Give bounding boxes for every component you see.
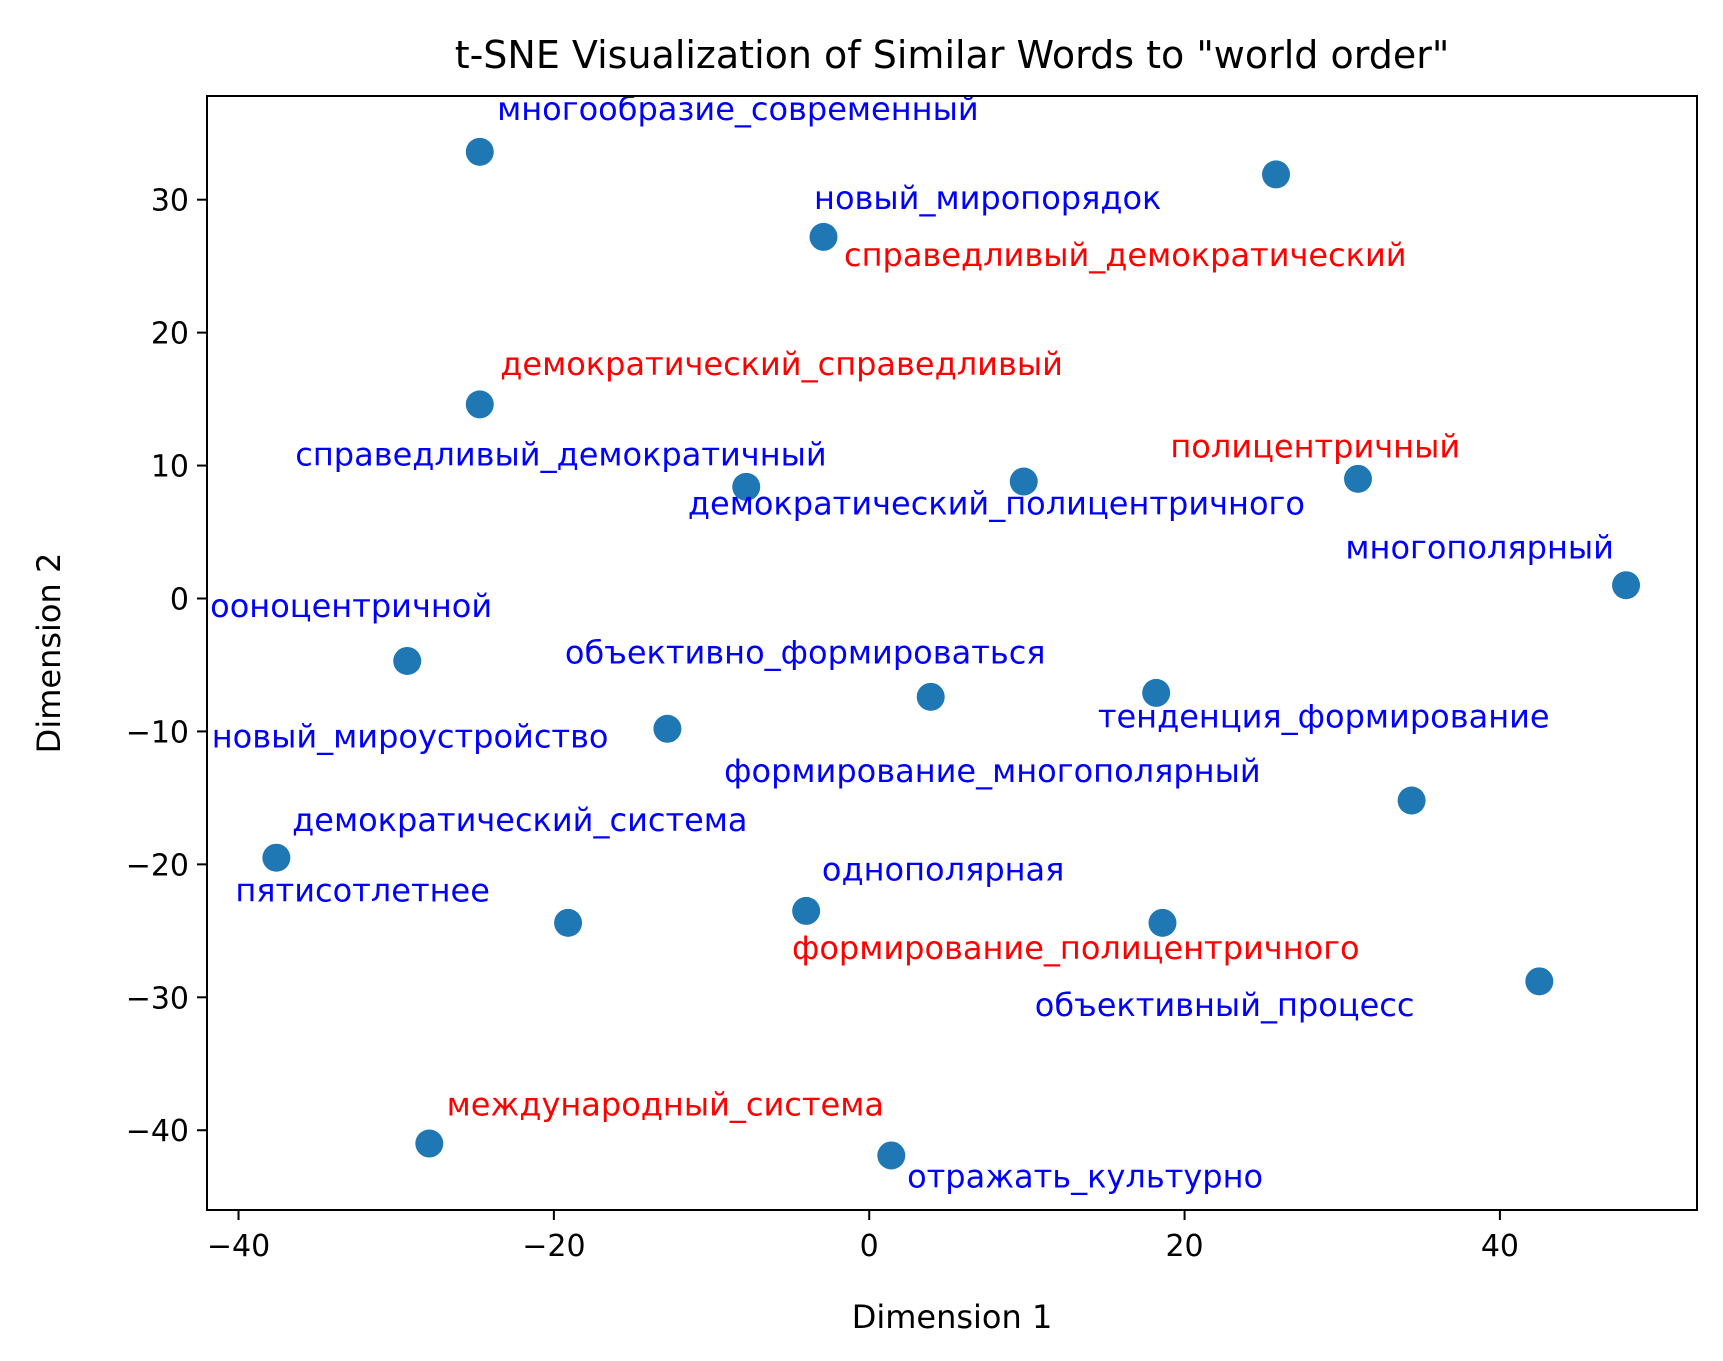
point-label: справедливый_демократический [844,236,1407,274]
x-tick-label: 40 [1481,1229,1519,1264]
point-label: международный_система [447,1086,884,1124]
chart-title: t-SNE Visualization of Similar Words to … [455,33,1450,77]
y-tick-label: 10 [151,450,189,485]
data-point [393,646,422,675]
point-label: формирование_многополярный [724,752,1260,790]
point-label: новый_мироустройство [212,717,609,755]
data-point [809,222,838,251]
plot-frame [206,95,1698,1211]
y-tick-label: −30 [126,981,189,1016]
y-tick-label: 30 [151,184,189,219]
data-point [1142,678,1171,707]
data-point [732,472,761,501]
point-label: ооноцентричной [210,587,492,625]
labels-layer: многообразие_современныйновый_миропорядо… [210,90,1614,1195]
point-label: формирование_полицентричного [792,929,1360,967]
point-label: демократический_полицентричного [688,485,1305,523]
x-axis-label: Dimension 1 [852,1298,1053,1336]
data-point [792,896,821,925]
data-point [1262,160,1291,189]
data-point [465,137,494,166]
point-label: объективно_формироваться [565,634,1046,672]
data-point [1612,571,1641,600]
data-point [653,714,682,743]
points-layer [262,137,1641,1170]
point-label: объективный_процесс [1035,986,1415,1024]
x-tick-label: −20 [522,1229,585,1264]
data-point [877,1141,906,1170]
data-point [415,1129,444,1158]
data-point [1525,967,1554,996]
data-point [554,908,583,937]
point-label: демократический_справедливый [500,345,1063,383]
ticks-layer: −40 −20 0 20 40 30 20 10 0 −10 −20 −30 −40 [126,184,1519,1264]
point-label: полицентричный [1170,428,1460,466]
point-label: однополярная [822,850,1065,888]
y-tick-label: −10 [126,715,189,750]
point-label: демократический_система [292,801,747,839]
y-axis-label: Dimension 2 [30,553,68,754]
y-tick-label: 20 [151,317,189,352]
point-label: отражать_культурно [907,1157,1263,1195]
x-tick-label: −40 [207,1229,270,1264]
data-point [465,390,494,419]
point-label: справедливый_демократичный [295,436,826,474]
data-point [262,843,291,872]
point-label: новый_миропорядок [814,179,1161,217]
y-tick-label: −40 [126,1114,189,1149]
data-point [1009,467,1038,496]
data-point [916,682,945,711]
x-tick-label: 0 [860,1229,879,1264]
data-point [1148,908,1177,937]
point-label: многополярный [1345,529,1614,567]
y-tick-label: −20 [126,848,189,883]
x-tick-label: 20 [1165,1229,1203,1264]
point-label: тенденция_формирование [1098,697,1550,735]
data-point [1397,786,1426,815]
point-label: пятисотлетнее [235,872,490,910]
data-point [1344,464,1373,493]
y-tick-label: 0 [170,582,189,617]
